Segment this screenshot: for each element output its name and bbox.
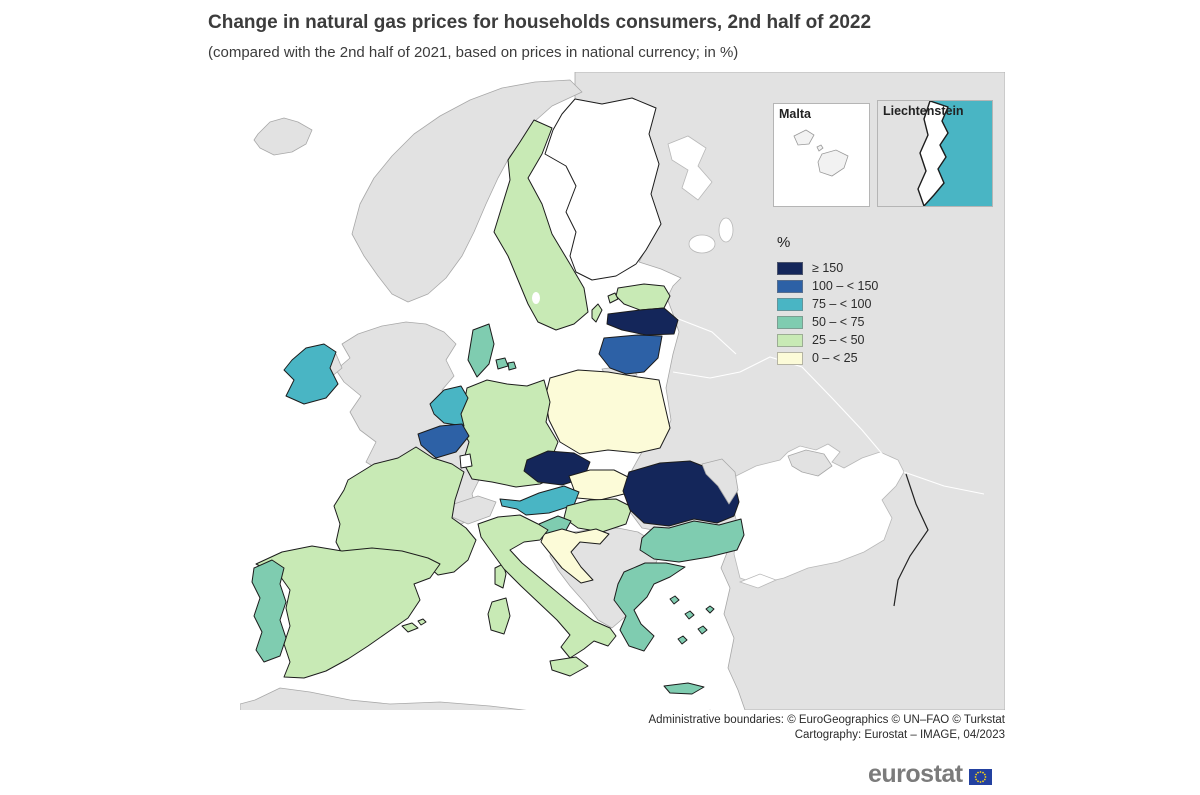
- map-credits: Administrative boundaries: © EuroGeograp…: [648, 713, 1005, 743]
- country-netherlands: [429, 385, 469, 427]
- legend-row: 0 – < 25: [777, 349, 878, 367]
- country-africa: [240, 687, 711, 710]
- legend-swatch-0-25: [777, 351, 803, 365]
- inset-malta-label: Malta: [779, 107, 811, 121]
- legend-label-25-50: 25 – < 50: [812, 333, 865, 347]
- eu-flag-icon: [968, 768, 992, 785]
- border-ukraine-russia: [739, 356, 885, 457]
- country-italy: [477, 514, 617, 659]
- legend-row: ≥ 150: [777, 259, 878, 277]
- country-luxembourg: [459, 453, 473, 469]
- country-iceland: [253, 117, 313, 156]
- legend-row: 25 – < 50: [777, 331, 878, 349]
- legend-swatch-50-75: [777, 315, 803, 329]
- page-subtitle: (compared with the 2nd half of 2021, bas…: [208, 44, 739, 61]
- lake-onega: [718, 217, 734, 243]
- sea-of-marmara: [738, 573, 778, 589]
- legend-row: 75 – < 100: [777, 295, 878, 313]
- border-belarus-ukraine: [672, 371, 741, 379]
- country-sweden: [493, 119, 589, 331]
- inset-liechtenstein-label: Liechtenstein: [883, 104, 964, 118]
- country-ireland: [283, 343, 339, 405]
- aegean-islands: [669, 595, 715, 645]
- white-sea: [667, 135, 713, 201]
- credits-cartography: Cartography: Eurostat – IMAGE, 04/2023: [794, 729, 1005, 741]
- lake-vanern: [532, 292, 540, 304]
- crimea: [787, 449, 833, 477]
- country-france: [333, 446, 477, 576]
- legend-label-75-100: 75 – < 100: [812, 297, 872, 311]
- country-moldova: [701, 458, 739, 505]
- country-latvia: [606, 307, 679, 336]
- island-crete: [663, 682, 705, 695]
- legend-title: %: [777, 234, 791, 251]
- border-belarus-russia: [675, 317, 737, 355]
- island-gozo: [793, 129, 824, 152]
- border-caucasus: [903, 471, 985, 495]
- inset-malta-svg: [793, 129, 849, 177]
- legend-row: 100 – < 150: [777, 277, 878, 295]
- country-croatia: [540, 528, 610, 584]
- balearic-islands: [401, 618, 427, 633]
- country-poland: [544, 369, 671, 455]
- page-title: Change in natural gas prices for househo…: [208, 12, 872, 33]
- island-malta: [817, 149, 849, 177]
- country-belgium: [417, 423, 470, 459]
- island-sicily: [549, 656, 589, 677]
- legend-swatch-25-50: [777, 333, 803, 347]
- credits-boundaries: Administrative boundaries: © EuroGeograp…: [648, 714, 1005, 726]
- island-sardinia: [487, 597, 511, 635]
- eurostat-logo: eurostat: [868, 760, 992, 789]
- country-portugal: [251, 559, 287, 663]
- country-lithuania: [598, 334, 663, 375]
- legend-label-150plus: ≥ 150: [812, 261, 844, 275]
- legend-swatch-150plus: [777, 261, 803, 275]
- legend-label-0-25: 0 – < 25: [812, 351, 858, 365]
- country-denmark: [467, 323, 495, 378]
- legend-label-100-150: 100 – < 150: [812, 279, 879, 293]
- danish-islands: [495, 357, 517, 371]
- country-liechtenstein: [917, 101, 949, 206]
- border-turkey-east: [893, 473, 929, 607]
- legend-label-50-75: 50 – < 75: [812, 315, 865, 329]
- island-gotland: [591, 303, 603, 323]
- eurostat-logo-text: eurostat: [868, 760, 963, 788]
- inset-switzerland-area: [878, 101, 930, 206]
- estonian-islands: [607, 292, 619, 304]
- lake-ladoga: [688, 234, 716, 254]
- country-finland: [544, 97, 662, 281]
- legend: % ≥ 150 100 – < 150 75 – < 100 50 – < 75…: [777, 234, 878, 367]
- legend-row: 50 – < 75: [777, 313, 878, 331]
- legend-swatch-75-100: [777, 297, 803, 311]
- country-spain: [255, 545, 441, 679]
- country-bulgaria: [639, 518, 745, 563]
- inset-liechtenstein-svg: [878, 101, 992, 206]
- inset-malta: Malta: [773, 103, 870, 207]
- country-greece: [613, 562, 686, 652]
- inset-liechtenstein: Liechtenstein: [877, 100, 993, 207]
- legend-swatch-100-150: [777, 279, 803, 293]
